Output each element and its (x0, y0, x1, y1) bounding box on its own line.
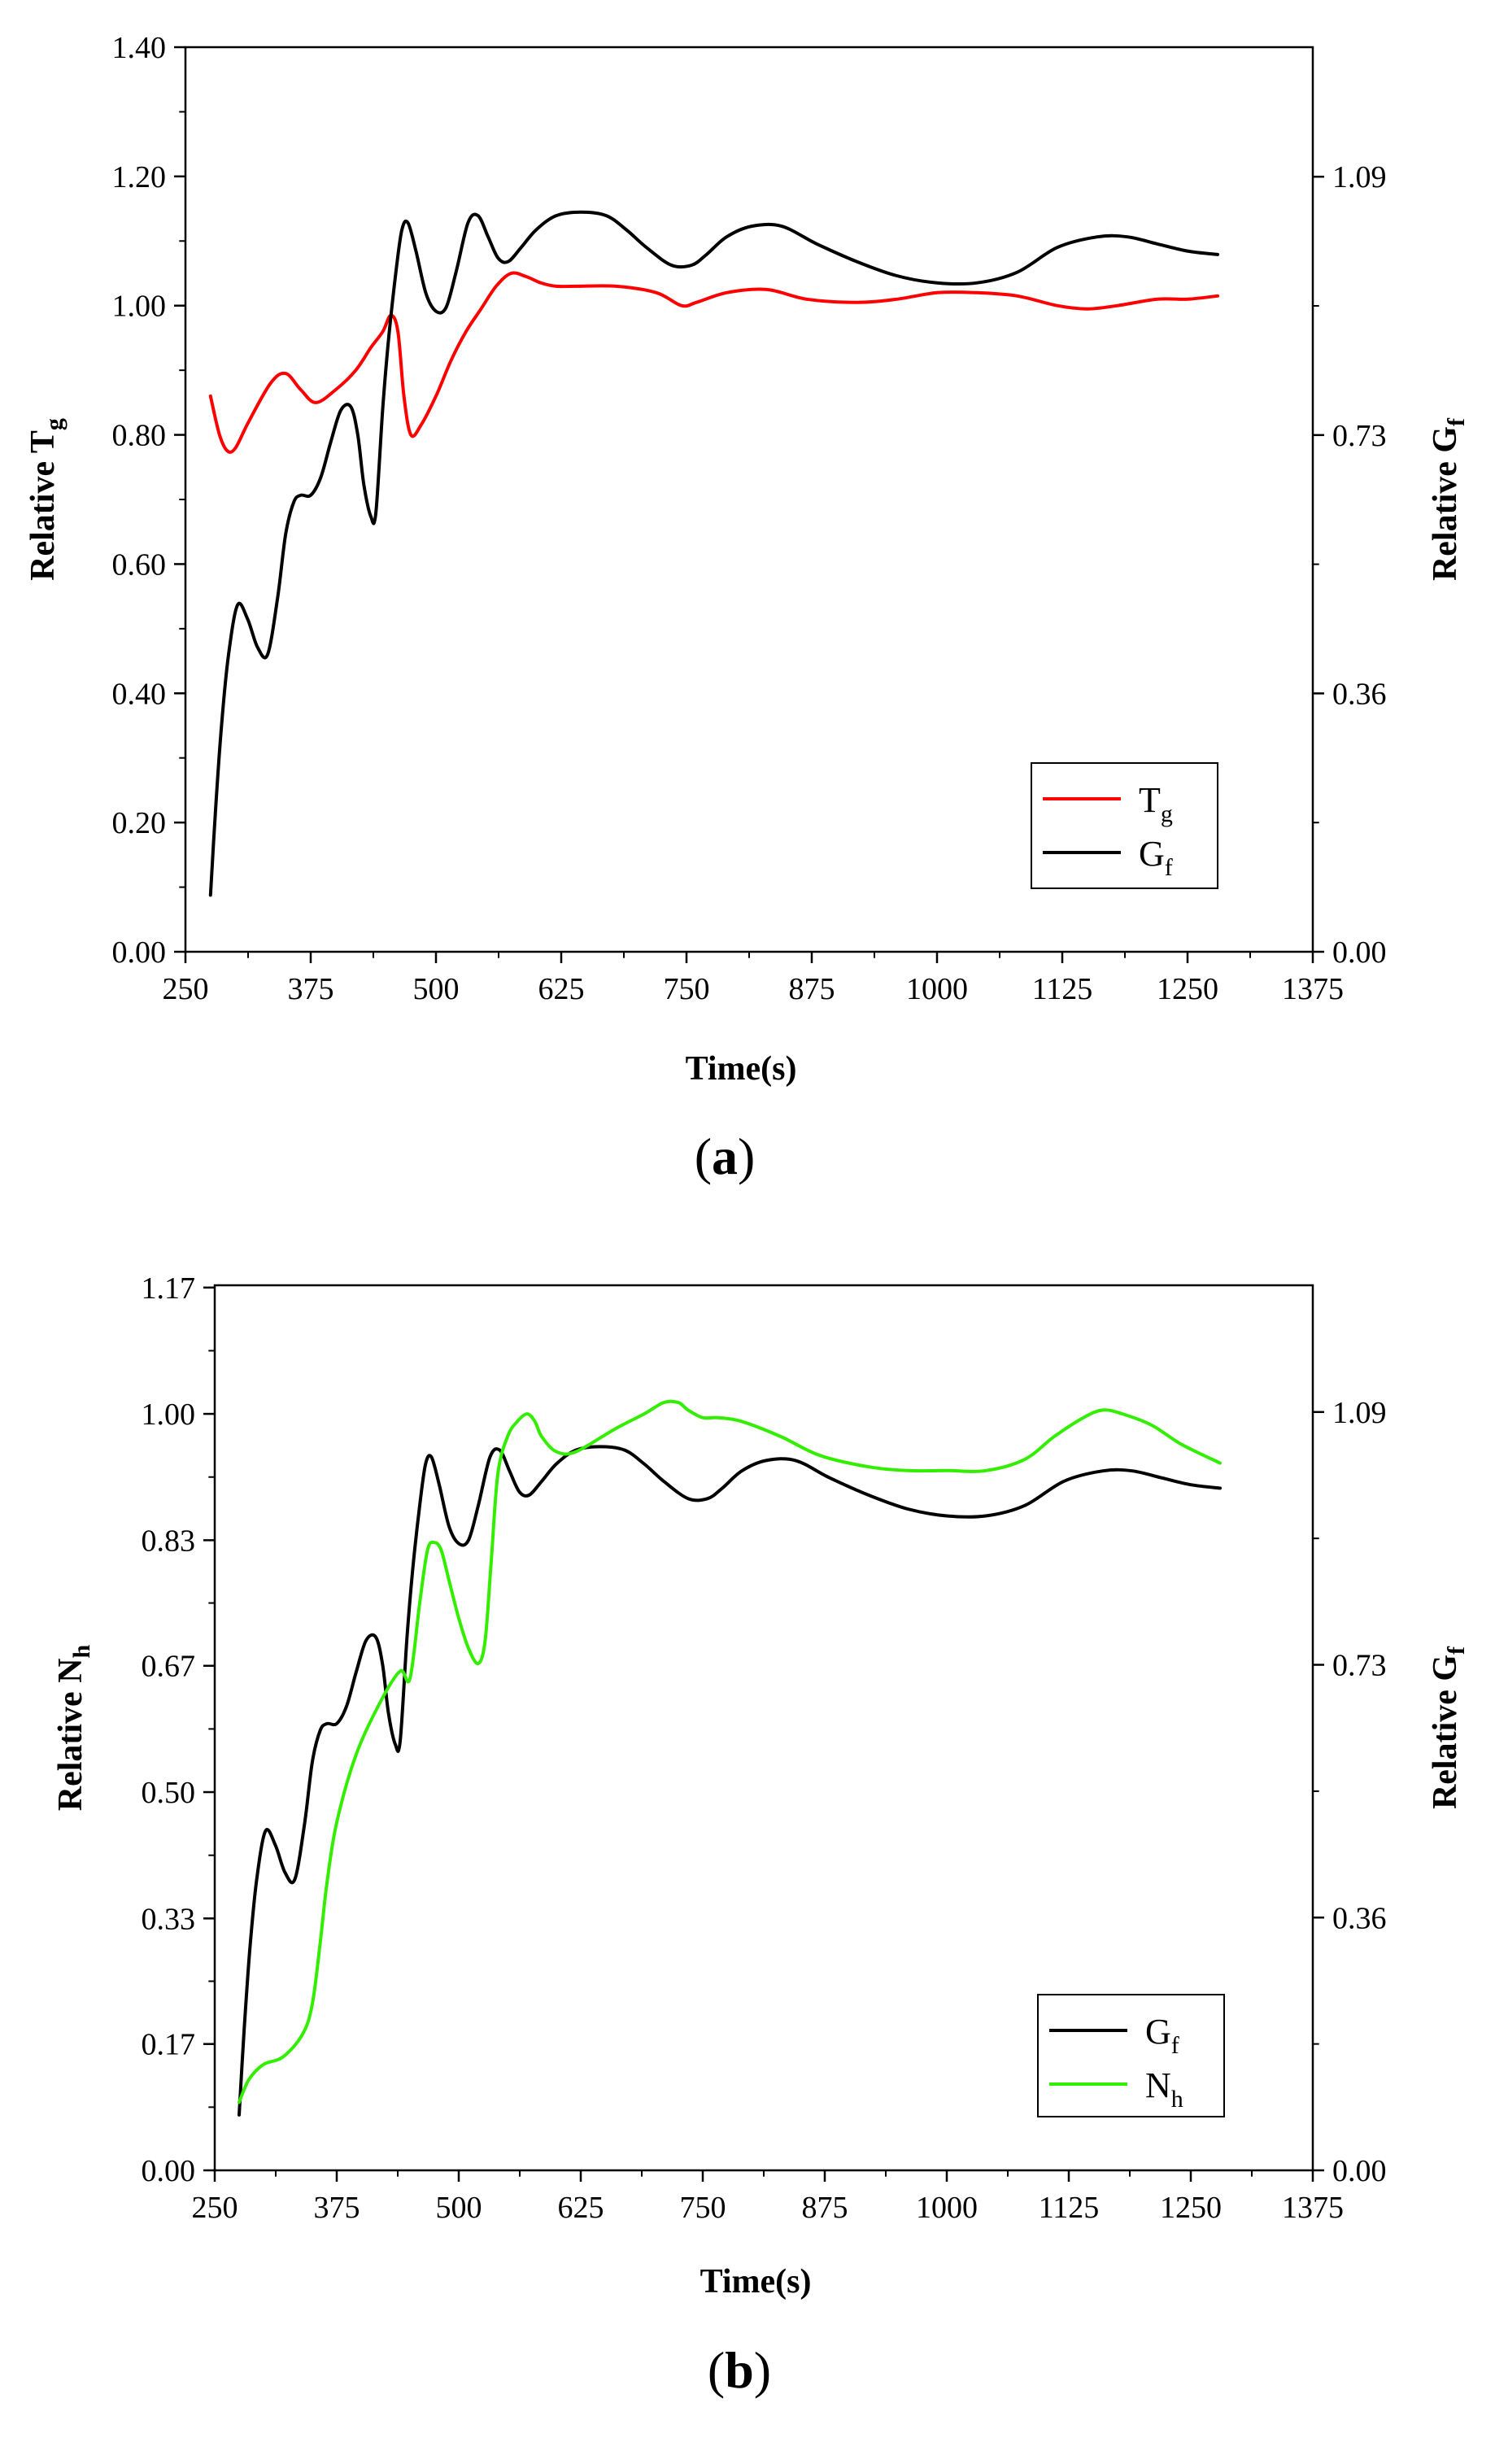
series-line-gf (238, 1445, 1222, 2117)
panel-label-close: ) (754, 2341, 771, 2399)
y-left-tick-label: 0.00 (112, 935, 167, 970)
y-right-title-base: Relative G (1427, 1655, 1464, 1809)
x-tick-label: 875 (802, 2191, 848, 2225)
y-right-tick-label: 0.73 (1332, 1649, 1387, 1683)
x-tick-label: 1375 (1282, 2191, 1344, 2225)
x-tick-label: 250 (192, 2191, 238, 2225)
series-line-nh (238, 1399, 1222, 2104)
panel-label-letter: b (725, 2341, 754, 2399)
series-line-tg (208, 271, 1219, 454)
x-tick-label: 1250 (1157, 972, 1218, 1006)
legend-label-sub: f (1171, 2032, 1179, 2059)
legend-box (1037, 1994, 1225, 2117)
y-left-title-sub: h (68, 1644, 95, 1658)
x-tick-label: 500 (413, 972, 460, 1006)
y-left-tick-label: 0.67 (142, 1650, 196, 1684)
panel-label-letter: a (712, 1127, 738, 1185)
series-line-gf (208, 210, 1219, 897)
y-left-title-sub: g (41, 418, 68, 430)
y-right-tick-label: 0.73 (1332, 419, 1387, 453)
y-right-tick-label: 1.09 (1332, 160, 1387, 194)
x-tick-label: 1125 (1039, 2191, 1100, 2225)
y-left-tick-label: 1.20 (112, 160, 167, 194)
y-left-tick-label: 0.17 (142, 2028, 196, 2062)
x-tick-label: 1375 (1282, 972, 1344, 1006)
x-tick-label: 500 (436, 2191, 482, 2225)
x-tick-label: 250 (163, 972, 209, 1006)
x-tick-label: 1125 (1032, 972, 1093, 1006)
legend-label: Gf (1145, 2012, 1179, 2059)
y-left-tick-label: 0.50 (142, 1776, 196, 1810)
panel-label-close: ) (738, 1127, 755, 1185)
y-right-tick-label: 0.00 (1332, 935, 1387, 970)
y-left-axis-title: Relative Nh (52, 1644, 95, 1811)
legend-label-base: N (1145, 2065, 1171, 2105)
y-left-tick-label: 0.00 (142, 2154, 196, 2188)
y-right-axis-title: Relative Gf (1427, 1646, 1470, 1809)
y-right-tick-label: 0.00 (1332, 2154, 1387, 2188)
legend-label-sub: h (1171, 2086, 1183, 2113)
y-left-tick-label: 1.40 (112, 31, 167, 65)
y-left-tick-label: 0.83 (142, 1524, 196, 1558)
legend-label-base: T (1139, 780, 1161, 820)
y-left-tick-label: 0.80 (112, 419, 167, 453)
x-tick-label: 875 (789, 972, 835, 1006)
legend-label: Nh (1145, 2065, 1183, 2113)
y-left-title-base: Relative T (24, 430, 62, 581)
legend-label: Tg (1139, 780, 1173, 827)
y-left-tick-label: 0.60 (112, 547, 167, 582)
x-tick-label: 1250 (1160, 2191, 1222, 2225)
y-right-title-sub: f (1443, 417, 1470, 426)
x-tick-label: 1000 (916, 2191, 978, 2225)
y-left-tick-label: 0.20 (112, 806, 167, 840)
y-left-tick-label: 1.00 (112, 290, 167, 324)
x-axis-title: Time(s) (686, 1050, 797, 1088)
x-tick-label: 375 (314, 2191, 360, 2225)
legend-label-sub: f (1165, 854, 1173, 881)
y-right-tick-label: 1.09 (1332, 1396, 1387, 1430)
y-right-tick-label: 0.36 (1332, 677, 1387, 711)
chart-panel-a: 250 375 500 625 750 875 1000 1125 1250 13750.000.… (24, 31, 1470, 1185)
legend-label-sub: g (1161, 800, 1173, 827)
legend-label-base: G (1139, 834, 1165, 874)
x-tick-label: 625 (538, 972, 585, 1006)
y-left-tick-label: 1.00 (142, 1398, 196, 1432)
y-right-title-base: Relative G (1427, 426, 1464, 581)
y-left-tick-label: 1.17 (142, 1271, 196, 1306)
x-axis-title: Time(s) (700, 2263, 812, 2300)
panel-label: (b) (708, 2341, 771, 2399)
y-left-tick-label: 0.40 (112, 677, 167, 711)
panel-label: (a) (695, 1127, 756, 1185)
chart-panel-b: 250 375 500 625 750 875 1000 1125 1250 13750.000.… (52, 1271, 1470, 2399)
y-right-tick-label: 0.36 (1332, 1901, 1387, 1935)
y-left-tick-label: 0.33 (142, 1902, 196, 1936)
x-tick-label: 625 (558, 2191, 604, 2225)
legend-box (1031, 762, 1218, 889)
x-tick-label: 750 (664, 972, 710, 1006)
x-tick-label: 375 (288, 972, 334, 1006)
panel-label-open: ( (708, 2341, 725, 2399)
legend-label-base: G (1145, 2012, 1171, 2052)
y-left-title-base: Relative N (52, 1658, 89, 1811)
y-right-title-sub: f (1443, 1646, 1470, 1655)
legend-label: Gf (1139, 834, 1173, 881)
x-tick-label: 750 (680, 2191, 726, 2225)
y-left-axis-title: Relative Tg (24, 418, 68, 581)
y-right-axis-title: Relative Gf (1427, 417, 1470, 581)
panel-label-open: ( (695, 1127, 712, 1185)
x-tick-label: 1000 (906, 972, 968, 1006)
